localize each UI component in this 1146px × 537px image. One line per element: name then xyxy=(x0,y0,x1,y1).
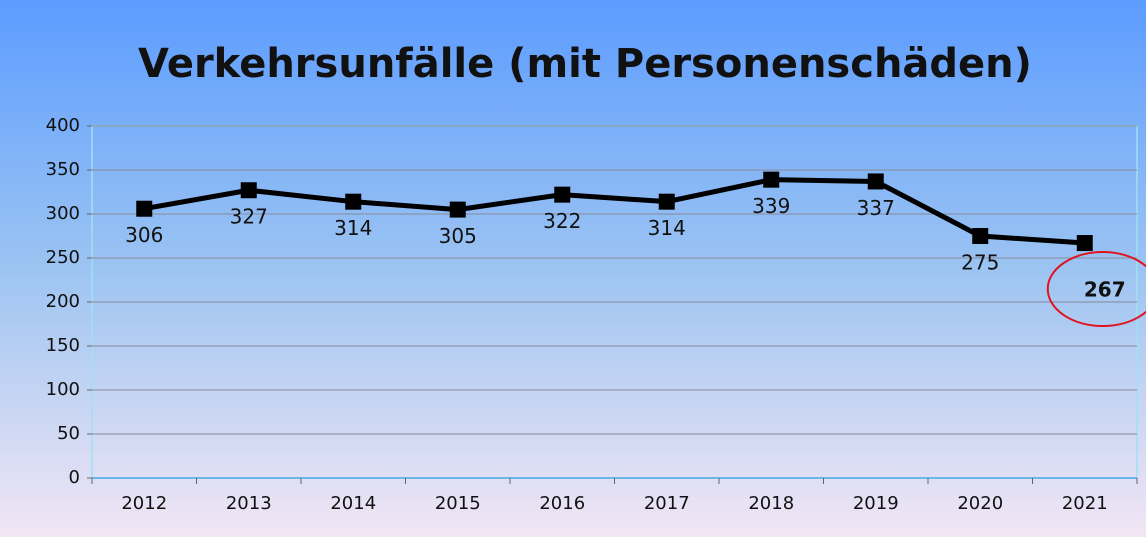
marker xyxy=(658,193,675,210)
marker xyxy=(554,186,571,203)
x-tick-label: 2018 xyxy=(748,493,794,514)
data-label: 267 xyxy=(1084,278,1126,302)
marker xyxy=(1076,235,1093,252)
highlight-circle xyxy=(1046,251,1146,328)
marker xyxy=(763,171,780,188)
x-tick-label: 2012 xyxy=(121,493,167,514)
x-tick-label: 2019 xyxy=(853,493,899,514)
y-tick-label: 100 xyxy=(46,379,80,400)
data-label: 306 xyxy=(125,223,163,247)
y-tick-label: 300 xyxy=(46,203,80,224)
data-label: 275 xyxy=(961,251,999,275)
y-tick-label: 0 xyxy=(69,467,80,488)
x-tick-label: 2014 xyxy=(330,493,376,514)
marker xyxy=(972,228,989,244)
x-tick-label: 2016 xyxy=(539,493,585,514)
x-tick-label: 2015 xyxy=(435,493,481,514)
data-label: 314 xyxy=(648,216,686,240)
data-label: 314 xyxy=(334,216,372,240)
data-label: 322 xyxy=(543,209,581,233)
y-tick-label: 150 xyxy=(46,335,80,356)
marker xyxy=(345,193,362,210)
y-tick-label: 400 xyxy=(46,115,80,136)
y-tick-label: 250 xyxy=(46,247,80,268)
y-tick-label: 50 xyxy=(57,423,80,444)
marker xyxy=(136,200,153,217)
data-label: 339 xyxy=(752,194,790,218)
x-tick-label: 2013 xyxy=(226,493,272,514)
series-line xyxy=(143,177,1085,246)
data-label: 337 xyxy=(857,196,895,220)
marker xyxy=(449,201,466,218)
data-label: 305 xyxy=(439,224,477,248)
x-tick-label: 2017 xyxy=(644,493,690,514)
y-tick-label: 350 xyxy=(46,159,80,180)
x-tick-label: 2020 xyxy=(957,493,1003,514)
marker xyxy=(867,173,884,190)
chart-title: Verkehrsunfälle (mit Personenschäden) xyxy=(138,41,1032,87)
y-tick-label: 200 xyxy=(46,291,80,312)
x-tick-label: 2021 xyxy=(1062,493,1108,514)
marker xyxy=(240,182,257,199)
data-label: 327 xyxy=(230,205,268,229)
